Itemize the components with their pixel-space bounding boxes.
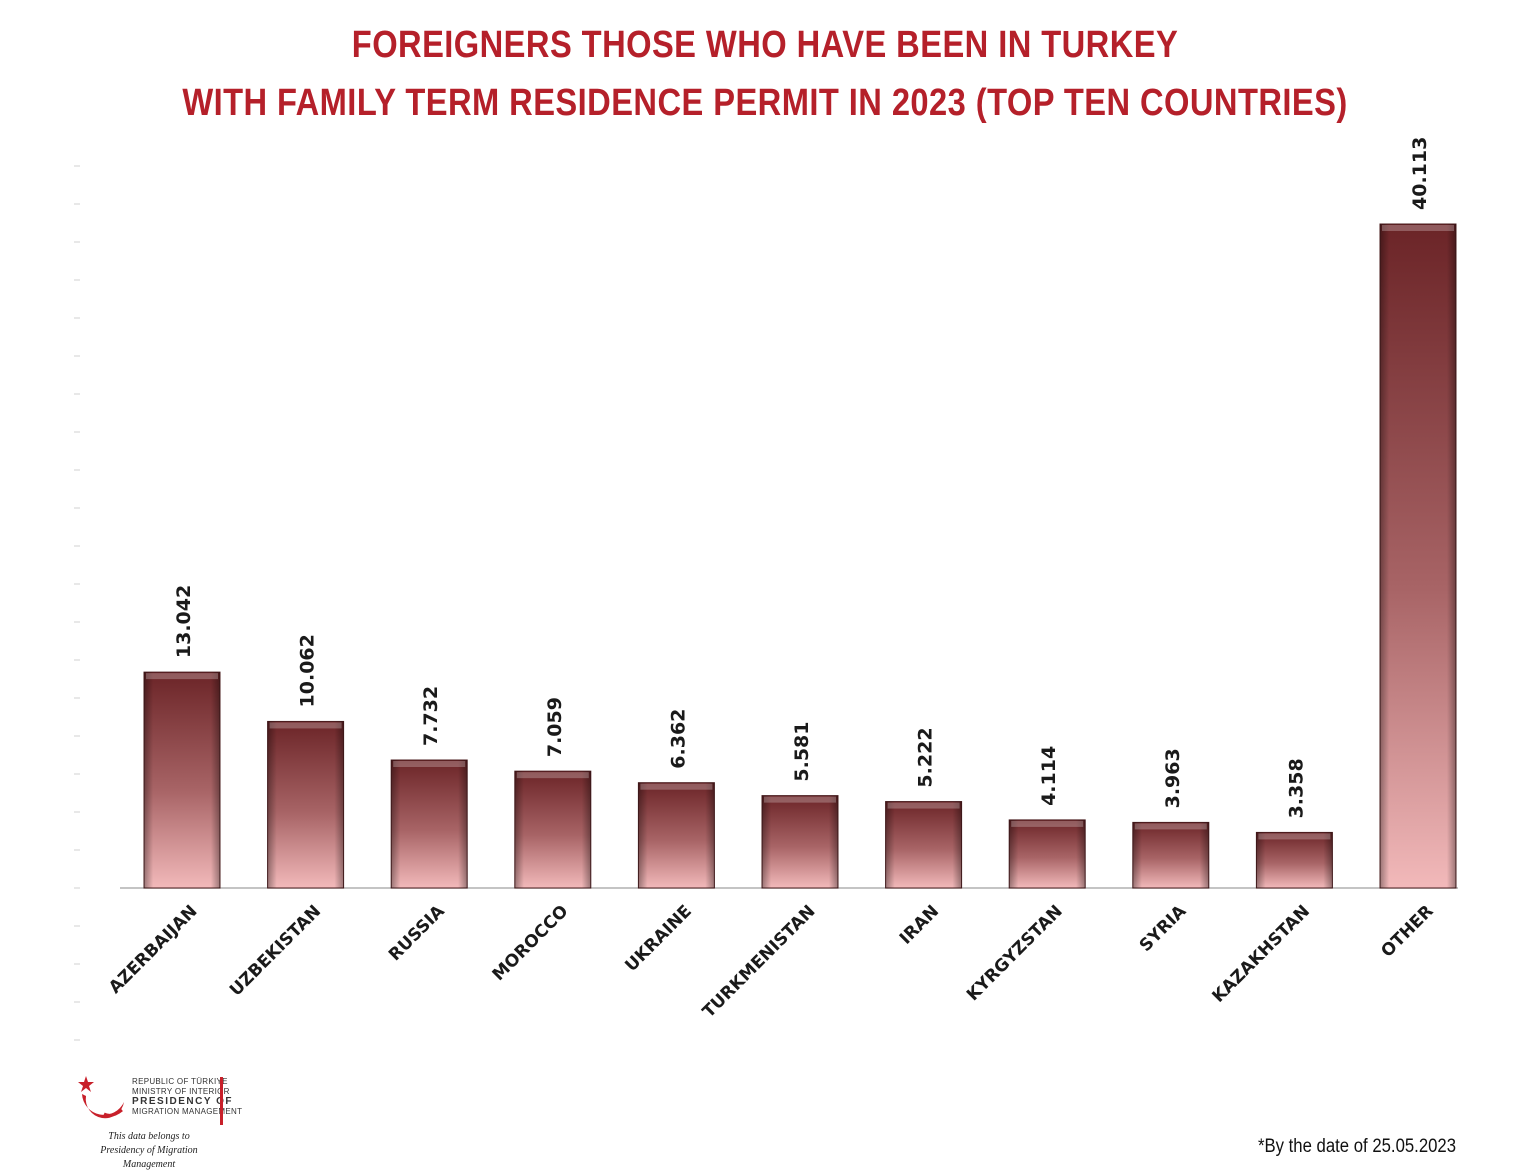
value-label-azerbaijan: 13.042 xyxy=(173,585,195,658)
bar-highlight-iran xyxy=(887,802,960,809)
category-label-azerbaijan: AZERBAIJAN xyxy=(105,901,201,997)
bar-shade-russia xyxy=(391,760,468,888)
bar-shade-azerbaijan xyxy=(144,672,220,888)
chart-title-line-1: FOREIGNERS THOSE WHO HAVE BEEN IN TURKEY xyxy=(351,24,1179,66)
value-label-kyrgyzstan: 4.114 xyxy=(1038,746,1060,806)
crescent-star-icon xyxy=(78,1076,124,1119)
bar-highlight-morocco xyxy=(516,772,589,779)
date-footnote: *By the date of 25.05.2023 xyxy=(1257,1136,1456,1157)
bar-shade-ukraine xyxy=(638,782,715,888)
logo-text: REPUBLIC OF TÜRKIYE MINISTRY OF INTERIOR… xyxy=(132,1077,242,1117)
bar-shade-syria xyxy=(1132,822,1209,888)
category-label-kyrgyzstan: KYRGYZSTAN xyxy=(963,901,1067,1005)
bar-shade-uzbekistan xyxy=(267,721,344,888)
value-labels-group: 13.042 10.062 7.732 7.059 6.362 5.581 5.222 4.1… xyxy=(173,137,1431,819)
logo-line-3: PRESIDENCY OF xyxy=(132,1096,233,1107)
value-label-iran: 5.222 xyxy=(915,727,937,787)
category-label-iran: IRAN xyxy=(896,901,943,948)
bar-shade-iran xyxy=(885,801,962,888)
y-axis-ticks xyxy=(74,165,80,1041)
ministry-logo: REPUBLIC OF TÜRKIYE MINISTRY OF INTERIOR… xyxy=(74,1074,244,1170)
bar-shade-other xyxy=(1380,224,1456,888)
logo-divider xyxy=(220,1077,223,1125)
bars-group xyxy=(143,223,1457,889)
value-label-syria: 3.963 xyxy=(1162,748,1184,808)
bar-highlight-uzbekistan xyxy=(269,722,342,729)
bar-highlight-ukraine xyxy=(640,783,713,790)
bar-highlight-azerbaijan xyxy=(146,673,218,680)
value-label-turkmenistan: 5.581 xyxy=(791,722,813,782)
logo-note-line-2: Presidency of Migration Management xyxy=(100,1145,198,1170)
bar-highlight-russia xyxy=(393,761,466,768)
bar-highlight-turkmenistan xyxy=(764,796,836,803)
value-label-morocco: 7.059 xyxy=(544,697,566,757)
bar-shade-kyrgyzstan xyxy=(1009,819,1086,888)
logo-line-1: REPUBLIC OF TÜRKIYE xyxy=(132,1077,228,1086)
value-label-other: 40.113 xyxy=(1409,137,1431,210)
category-label-uzbekistan: UZBEKISTAN xyxy=(226,901,325,1000)
bar-highlight-kyrgyzstan xyxy=(1011,820,1084,827)
category-labels-group: AZERBAIJAN UZBEKISTAN RUSSIA MOROCCO UKRAINE… xyxy=(105,901,1437,1022)
chart-title-line-2: WITH FAMILY TERM RESIDENCE PERMIT IN 202… xyxy=(182,82,1348,124)
bar-shade-kazakhstan xyxy=(1256,832,1333,888)
category-label-ukraine: UKRAINE xyxy=(621,901,696,976)
value-label-russia: 7.732 xyxy=(420,686,442,746)
bar-shade-morocco xyxy=(514,771,591,888)
logo-note-line-1: This data belongs to xyxy=(108,1131,190,1142)
bar-highlight-other xyxy=(1382,225,1454,231)
logo-line-4: MIGRATION MANAGEMENT xyxy=(132,1107,243,1116)
category-label-turkmenistan: TURKMENISTAN xyxy=(699,901,820,1022)
bar-highlight-kazakhstan xyxy=(1258,833,1331,840)
category-label-other: OTHER xyxy=(1377,901,1437,961)
bar-shade-turkmenistan xyxy=(762,795,838,888)
bar-highlight-syria xyxy=(1134,823,1207,830)
value-label-uzbekistan: 10.062 xyxy=(297,634,319,707)
value-label-kazakhstan: 3.358 xyxy=(1285,758,1307,818)
category-label-syria: SYRIA xyxy=(1136,901,1191,956)
logo-note: This data belongs to Presidency of Migra… xyxy=(74,1130,224,1172)
category-label-russia: RUSSIA xyxy=(385,901,449,965)
category-label-morocco: MOROCCO xyxy=(489,901,573,985)
category-label-kazakhstan: KAZAKHSTAN xyxy=(1208,901,1313,1006)
value-label-ukraine: 6.362 xyxy=(667,709,689,769)
logo-line-2: MINISTRY OF INTERIOR xyxy=(132,1087,230,1096)
